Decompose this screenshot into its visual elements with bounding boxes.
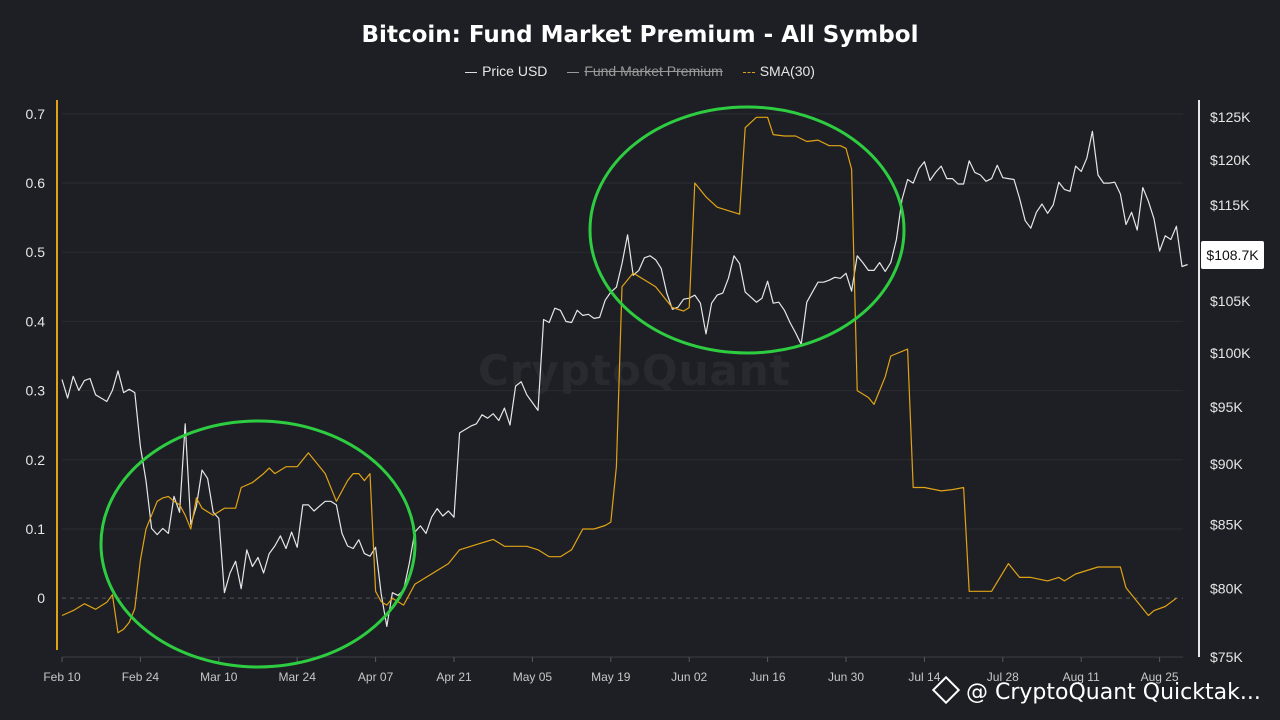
x-tick-label: Aug 11: [1063, 670, 1100, 684]
x-tick-label: Jun 30: [828, 670, 864, 684]
x-tick-label: Apr 07: [358, 670, 394, 684]
current-price-label: $108.7K: [1201, 241, 1264, 269]
y-left-tick-label: 0.3: [26, 383, 46, 399]
chart-legend: Price USD Fund Market Premium SMA(30): [0, 63, 1280, 79]
y-right-tick-label: $120K: [1210, 152, 1251, 168]
x-tick-label: Aug 25: [1141, 670, 1179, 684]
y-left-tick-label: 0.2: [26, 452, 46, 468]
y-right-tick-label: $90K: [1210, 456, 1243, 472]
y-left-tick-label: 0.7: [26, 106, 46, 122]
x-tick-label: Jun 16: [750, 670, 786, 684]
x-tick-label: May 19: [591, 670, 631, 684]
legend-item-sma[interactable]: SMA(30): [742, 63, 815, 79]
x-tick-label: Feb 24: [122, 670, 160, 684]
legend-label-price: Price USD: [482, 63, 548, 79]
x-tick-label: Apr 21: [436, 670, 472, 684]
legend-item-fund-market-premium[interactable]: Fund Market Premium: [567, 63, 723, 79]
x-tick-label: Jul 14: [908, 670, 940, 684]
x-tick-label: May 05: [513, 670, 553, 684]
y-left-tick-label: 0.4: [26, 313, 46, 329]
y-right-tick-label: $115K: [1210, 197, 1250, 213]
y-right-tick-label: $100K: [1210, 345, 1251, 361]
binance-logo-icon: [931, 675, 961, 705]
legend-item-price[interactable]: Price USD: [465, 63, 547, 79]
y-right-tick-label: $85K: [1210, 517, 1243, 533]
y-right-tick-label: $80K: [1210, 581, 1243, 597]
annotation-ellipse-early: [99, 419, 417, 669]
legend-label-sma: SMA(30): [759, 63, 815, 79]
x-tick-label: Mar 24: [279, 670, 317, 684]
credit-text: @ CryptoQuant Quicktak...: [966, 680, 1261, 705]
y-left-tick-label: 0.5: [26, 244, 46, 260]
x-tick-label: Feb 10: [43, 670, 81, 684]
series-line-price-usd: [61, 130, 1188, 627]
y-left-tick-label: 0: [37, 590, 45, 606]
legend-swatch-sma: [742, 71, 755, 73]
x-tick-label: Mar 10: [200, 670, 238, 684]
y-right-tick-label: $125K: [1210, 109, 1251, 125]
x-tick-label: Jul 28: [987, 670, 1019, 684]
credit-badge: @ CryptoQuant Quicktak...: [931, 675, 1261, 705]
annotation-ellipse-peak: [588, 105, 906, 355]
y-left-tick-label: 0.1: [26, 521, 46, 537]
chart-title: Bitcoin: Fund Market Premium - All Symbo…: [361, 22, 919, 48]
y-right-tick-label: $95K: [1210, 399, 1243, 415]
y-right-tick-label: $75K: [1210, 649, 1243, 665]
y-right-tick-label: $105K: [1210, 293, 1251, 309]
legend-swatch-price: [465, 71, 478, 73]
x-tick-label: Jun 02: [671, 670, 707, 684]
y-left-tick-label: 0.6: [26, 175, 46, 191]
series-line-sma-30: [61, 116, 1177, 634]
legend-swatch-premium: [567, 71, 580, 73]
legend-label-premium: Fund Market Premium: [584, 63, 723, 79]
